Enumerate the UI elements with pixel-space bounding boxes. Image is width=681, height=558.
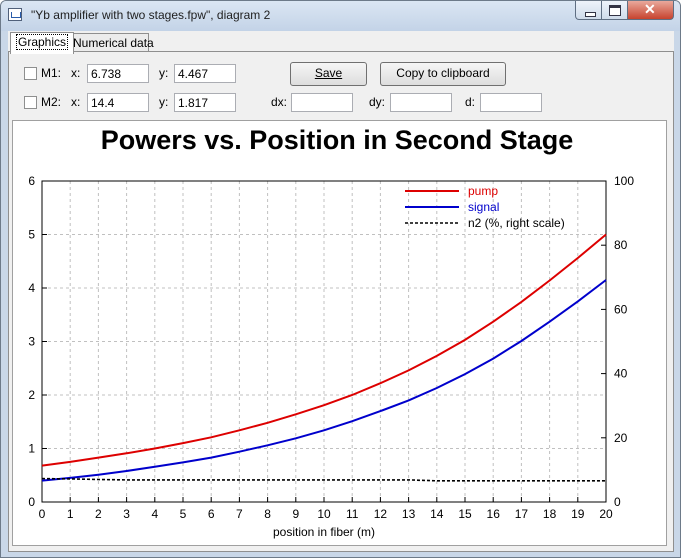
series-line-signal [41, 279, 607, 482]
x-tick-label: 16 [487, 507, 501, 521]
copy-to-clipboard-button[interactable]: Copy to clipboard [380, 62, 506, 86]
tab-graphics-label: Graphics [16, 34, 69, 50]
tab-numerical-data[interactable]: Numerical data [67, 33, 154, 52]
dy-input[interactable] [390, 93, 452, 112]
y-tick-label: 4 [28, 281, 35, 295]
x-tick-label: 4 [151, 507, 158, 521]
d-label: d: [465, 95, 476, 109]
chart-title: Powers vs. Position in Second Stage [101, 125, 574, 155]
m2-x-label: x: [71, 95, 81, 109]
client-area: Graphics Numerical data M1: x: y: M2: x:… [8, 31, 674, 552]
y-tick-label: 3 [28, 335, 35, 349]
m1-y-input[interactable] [174, 64, 236, 83]
x-tick-label: 12 [374, 507, 388, 521]
dx-label: dx: [271, 95, 288, 109]
minimize-button[interactable] [575, 1, 602, 20]
m1-y-label: y: [159, 66, 169, 80]
m1-x-input[interactable] [87, 64, 149, 83]
series-lines [41, 233, 607, 482]
m2-y-label: y: [159, 95, 169, 109]
save-button[interactable]: Save [290, 62, 367, 86]
m1-checkbox[interactable] [24, 67, 37, 80]
x-tick-label: 17 [515, 507, 529, 521]
m2-label: M2: [41, 95, 62, 109]
chart-grid [42, 181, 606, 502]
save-button-label: Save [314, 66, 343, 80]
y-tick-label: 6 [28, 174, 35, 188]
legend-label: signal [468, 200, 499, 214]
m1-label: M1: [41, 66, 62, 80]
dx-input[interactable] [291, 93, 353, 112]
y2-tick-label: 40 [614, 367, 628, 381]
copy-button-label: Copy to clipboard [396, 66, 490, 80]
y2-tick-label: 60 [614, 302, 628, 316]
x-tick-label: 18 [543, 507, 557, 521]
y-tick-label: 5 [28, 228, 35, 242]
window-title: "Yb amplifier with two stages.fpw", diag… [31, 8, 271, 22]
title-bar[interactable]: "Yb amplifier with two stages.fpw", diag… [1, 1, 680, 31]
x-tick-label: 13 [402, 507, 416, 521]
m2-checkbox[interactable] [24, 96, 37, 109]
d-input[interactable] [480, 93, 542, 112]
y-tick-label: 0 [28, 495, 35, 509]
x-tick-label: 0 [39, 507, 46, 521]
series-line-n2 [41, 477, 606, 482]
dy-label: dy: [369, 95, 386, 109]
tab-graphics[interactable]: Graphics [10, 32, 75, 54]
chart-legend: pump signal n2 (%, right scale) [405, 184, 565, 230]
x-tick-label: 6 [208, 507, 215, 521]
tab-numerical-data-label: Numerical data [73, 36, 154, 50]
m2-y-input[interactable] [174, 93, 236, 112]
x-tick-label: 15 [458, 507, 472, 521]
x-tick-label: 8 [264, 507, 271, 521]
x-axis-label: position in fiber (m) [273, 525, 375, 539]
y2-tick-label: 100 [614, 174, 634, 188]
x-tick-label: 19 [571, 507, 585, 521]
x-tick-label: 3 [123, 507, 130, 521]
y2-tick-label: 80 [614, 238, 628, 252]
maximize-button[interactable] [602, 1, 628, 20]
x-tick-label: 9 [292, 507, 299, 521]
y-tick-label: 2 [28, 388, 35, 402]
x-tick-label: 11 [346, 507, 359, 521]
y-tick-label: 1 [28, 442, 35, 456]
x-tick-label: 1 [67, 507, 74, 521]
app-icon[interactable] [8, 8, 22, 21]
series-line-pump [41, 233, 607, 467]
legend-label: pump [468, 184, 498, 198]
x-tick-label: 5 [180, 507, 187, 521]
m2-x-input[interactable] [87, 93, 149, 112]
y2-tick-label: 0 [614, 495, 621, 509]
y2-tick-label: 20 [614, 431, 628, 445]
m1-x-label: x: [71, 66, 81, 80]
legend-label: n2 (%, right scale) [468, 216, 565, 230]
close-button[interactable] [628, 1, 674, 20]
x-tick-label: 7 [236, 507, 243, 521]
x-tick-label: 2 [95, 507, 102, 521]
x-tick-label: 20 [599, 507, 613, 521]
x-tick-label: 14 [430, 507, 444, 521]
axis-ticks: 0 1 2 3 4 5 6 7 8 9 10 11 12 13 14 15 16 17 18 19 2001234560… [28, 174, 634, 521]
x-tick-label: 10 [317, 507, 331, 521]
